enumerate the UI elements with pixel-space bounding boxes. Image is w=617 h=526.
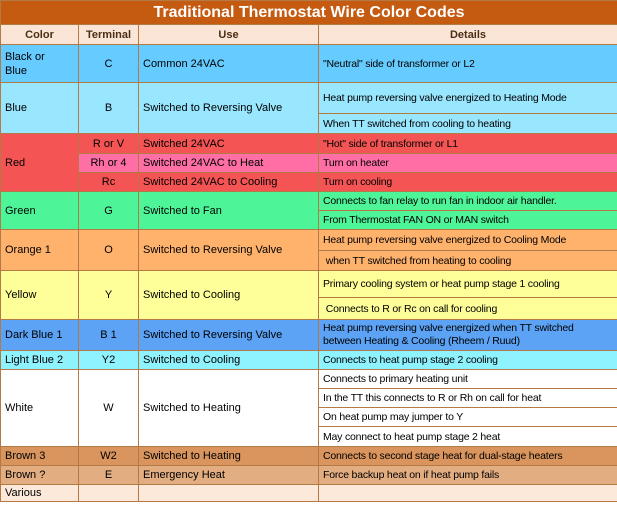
details-cell: Force backup heat on if heat pump fails — [317, 465, 617, 485]
column-header-color: Color — [0, 24, 79, 45]
use-cell: Switched to Fan — [138, 191, 319, 230]
wire-color-cell: Orange 1 — [0, 229, 79, 271]
wire-color-cell: Brown 3 — [0, 446, 79, 466]
terminal-cell: R or V — [78, 133, 139, 154]
table-row: Rc Switched 24VAC to Cooling Turn on cooli… — [1, 172, 617, 192]
table-row: Rh or 4 Switched 24VAC to Heat Turn on hea… — [1, 153, 617, 173]
table-row: Black or Blue C Common 24VAC "Neutral" side… — [0, 44, 617, 83]
wire-color-cell: Blue — [0, 82, 79, 134]
use-cell: Switched 24VAC — [138, 133, 319, 154]
column-header-terminal: Terminal — [78, 24, 139, 45]
terminal-cell: Y — [78, 270, 139, 320]
terminal-cell: Rh or 4 — [78, 153, 139, 173]
terminal-cell: B — [78, 82, 139, 134]
table-row: Connects to R or Rc on call for cooling — [1, 297, 617, 320]
wire-color-cell: Various — [0, 484, 79, 502]
use-cell: Switched to Reversing Valve — [138, 319, 319, 351]
table-row: When TT switched from cooling to heating — [1, 113, 617, 134]
table-body: Black or Blue C Common 24VAC "Neutral" side… — [0, 44, 617, 502]
wire-color-cell: White — [0, 369, 79, 447]
table-row: On heat pump may jumper to Y — [1, 407, 617, 427]
wire-color-cell: Black or Blue — [0, 44, 79, 83]
use-cell: Switched to Cooling — [138, 350, 319, 370]
table-row: Yellow Y Switched to Cooling Primary coolin… — [0, 270, 617, 320]
column-header-details: Details — [317, 24, 617, 45]
details-cell: Connects to R or Rc on call for cooling — [317, 297, 617, 320]
details-cell: Heat pump reversing valve energized when… — [317, 319, 617, 351]
details-cell — [317, 484, 617, 502]
details-cell: When TT switched from cooling to heating — [317, 113, 617, 134]
table-row: White W Switched to Heating Connects to pri… — [0, 369, 617, 447]
table-row: Brown ? E Emergency Heat Force backup heat … — [0, 465, 617, 485]
details-cell: Connects to fan relay to run fan in indo… — [317, 191, 617, 211]
details-cell: "Hot" side of transformer or L1 — [317, 133, 617, 154]
terminal-cell: Y2 — [78, 350, 139, 370]
wire-color-cell: Dark Blue 1 — [0, 319, 79, 351]
wire-color-cell: Green — [0, 191, 79, 230]
details-cell: On heat pump may jumper to Y — [317, 407, 617, 427]
wire-color-cell: Brown ? — [0, 465, 79, 485]
use-cell: Switched to Heating — [138, 446, 319, 466]
table-row: Light Blue 2 Y2 Switched to Cooling Connect… — [0, 350, 617, 370]
use-cell: Switched 24VAC to Cooling — [138, 172, 319, 192]
details-cell: From Thermostat FAN ON or MAN switch — [317, 210, 617, 230]
wire-color-table: Traditional Thermostat Wire Color Codes … — [0, 0, 617, 502]
use-cell: Switched 24VAC to Heat — [138, 153, 319, 173]
terminal-cell: B 1 — [78, 319, 139, 351]
terminal-cell: Rc — [78, 172, 139, 192]
table-row: May connect to heat pump stage 2 heat — [1, 426, 617, 447]
table-row: Blue B Switched to Reversing Valve Heat pum… — [0, 82, 617, 134]
table-title: Traditional Thermostat Wire Color Codes — [0, 0, 617, 25]
wire-color-cell: Yellow — [0, 270, 79, 320]
wire-color-cell: Red — [0, 133, 79, 192]
use-cell — [138, 484, 319, 502]
use-cell: Switched to Cooling — [138, 270, 319, 320]
details-cell: when TT switched from heating to cooling — [317, 250, 617, 271]
table-row: Various — [0, 484, 617, 502]
use-cell: Emergency Heat — [138, 465, 319, 485]
use-cell: Switched to Reversing Valve — [138, 82, 319, 134]
details-cell: Primary cooling system or heat pump stag… — [317, 270, 617, 298]
table-row: Brown 3 W2 Switched to Heating Connects to … — [0, 446, 617, 466]
terminal-cell: W2 — [78, 446, 139, 466]
use-cell: Common 24VAC — [138, 44, 319, 83]
terminal-cell: G — [78, 191, 139, 230]
table-row: Orange 1 O Switched to Reversing Valve Heat… — [0, 229, 617, 271]
use-cell: Switched to Heating — [138, 369, 319, 447]
details-cell: In the TT this connects to R or Rh on ca… — [317, 388, 617, 408]
details-cell: Heat pump reversing valve energized to H… — [317, 82, 617, 114]
table-row: Green G Switched to Fan Connects to fan rel… — [0, 191, 617, 230]
use-cell: Switched to Reversing Valve — [138, 229, 319, 271]
wire-color-cell: Light Blue 2 — [0, 350, 79, 370]
details-cell: Heat pump reversing valve energized to C… — [317, 229, 617, 251]
details-cell: "Neutral" side of transformer or L2 — [317, 44, 617, 83]
details-cell: Connects to second stage heat for dual-s… — [317, 446, 617, 466]
terminal-cell: W — [78, 369, 139, 447]
details-cell: May connect to heat pump stage 2 heat — [317, 426, 617, 447]
column-header-use: Use — [138, 24, 319, 45]
table-row: when TT switched from heating to cooling — [1, 250, 617, 271]
terminal-cell: C — [78, 44, 139, 83]
terminal-cell — [78, 484, 139, 502]
terminal-cell: E — [78, 465, 139, 485]
details-cell: Connects to heat pump stage 2 cooling — [317, 350, 617, 370]
table-row: Red R or V Switched 24VAC "Hot" side of tra… — [0, 133, 617, 192]
terminal-cell: O — [78, 229, 139, 271]
details-cell: Connects to primary heating unit — [317, 369, 617, 389]
details-cell: Turn on heater — [317, 153, 617, 173]
details-cell: Turn on cooling — [317, 172, 617, 192]
